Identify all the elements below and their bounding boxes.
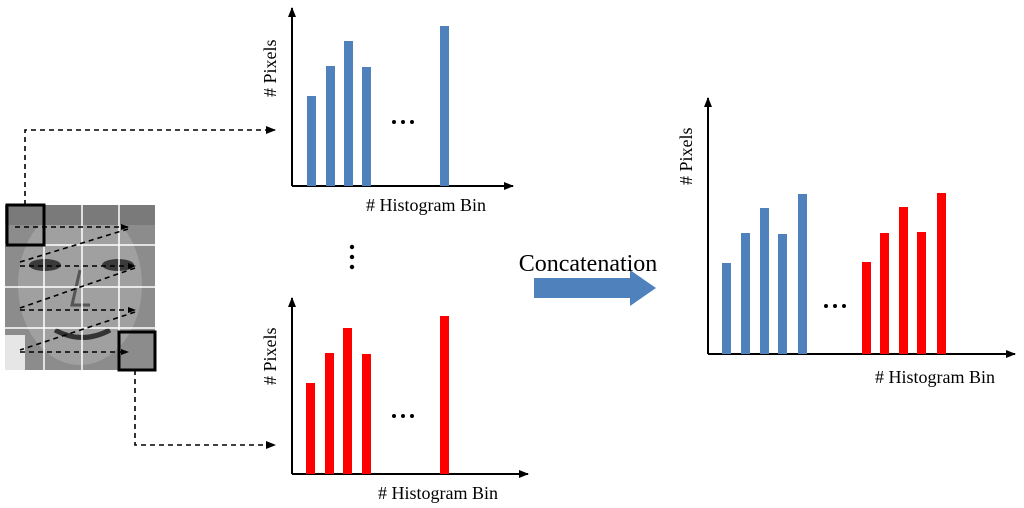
vertical-dots bbox=[349, 244, 355, 270]
face-image bbox=[5, 203, 157, 372]
y-label: # Pixels bbox=[260, 39, 280, 97]
histogram-concatenated: # Pixels # Histogram Bin bbox=[676, 97, 1016, 387]
y-label: # Pixels bbox=[676, 127, 696, 185]
x-label: # Histogram Bin bbox=[378, 483, 498, 503]
connector bbox=[134, 370, 276, 449]
operation-label: Concatenation bbox=[519, 251, 658, 277]
y-label: # Pixels bbox=[260, 327, 280, 385]
histogram-bottom: # Pixels # Histogram Bin bbox=[260, 297, 529, 503]
x-label: # Histogram Bin bbox=[875, 367, 995, 387]
concat-arrow: Concatenation bbox=[519, 251, 658, 306]
connector bbox=[24, 126, 276, 205]
x-label: # Histogram Bin bbox=[366, 195, 486, 215]
histogram-top: # Pixels # Histogram Bin bbox=[260, 7, 514, 215]
